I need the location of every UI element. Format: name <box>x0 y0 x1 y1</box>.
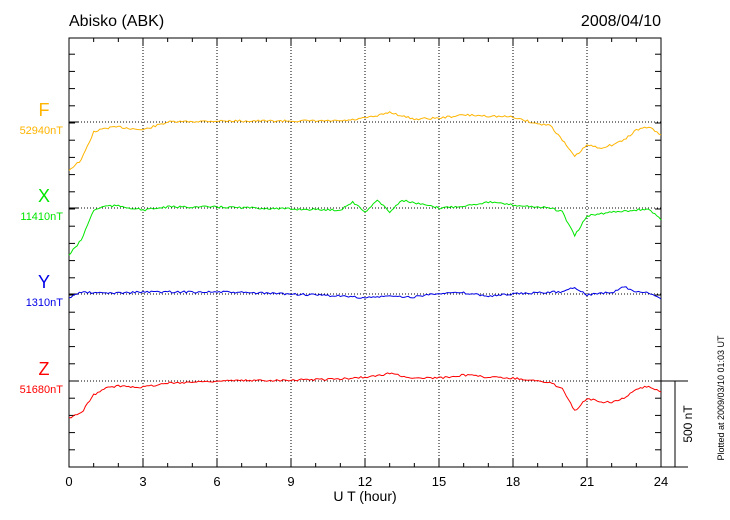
chart-title: Abisko (ABK) <box>69 13 164 30</box>
x-tick-label: 18 <box>506 474 520 489</box>
series-baseline-y: 1310nT <box>26 297 64 309</box>
series-baseline-f: 52940nT <box>20 125 64 137</box>
scale-label: 500 nT <box>681 405 695 443</box>
series-baseline-x: 11410nT <box>20 211 63 223</box>
series-label-z: Z <box>39 359 50 379</box>
series-label-y: Y <box>38 272 50 292</box>
plot-frame <box>68 37 662 468</box>
series-label-f: F <box>39 100 50 120</box>
series-baseline-z: 51680nT <box>20 384 64 396</box>
x-axis-label: U T (hour) <box>333 488 396 504</box>
x-tick-label: 15 <box>432 474 446 489</box>
x-tick-label: 3 <box>139 474 146 489</box>
series-line-y <box>68 286 662 300</box>
x-tick-label: 0 <box>65 474 72 489</box>
series-label-x: X <box>38 186 50 206</box>
x-tick-label: 24 <box>654 474 668 489</box>
series-line-x <box>68 199 662 256</box>
chart-date: 2008/04/10 <box>581 13 661 30</box>
x-tick-label: 21 <box>580 474 594 489</box>
plot-timestamp: Plotted at 2009/03/10 01:03 UT <box>716 335 726 461</box>
series-line-f <box>68 111 662 171</box>
x-tick-label: 6 <box>213 474 220 489</box>
series-line-z <box>68 372 662 419</box>
x-tick-label: 12 <box>358 474 372 489</box>
x-tick-label: 9 <box>287 474 294 489</box>
